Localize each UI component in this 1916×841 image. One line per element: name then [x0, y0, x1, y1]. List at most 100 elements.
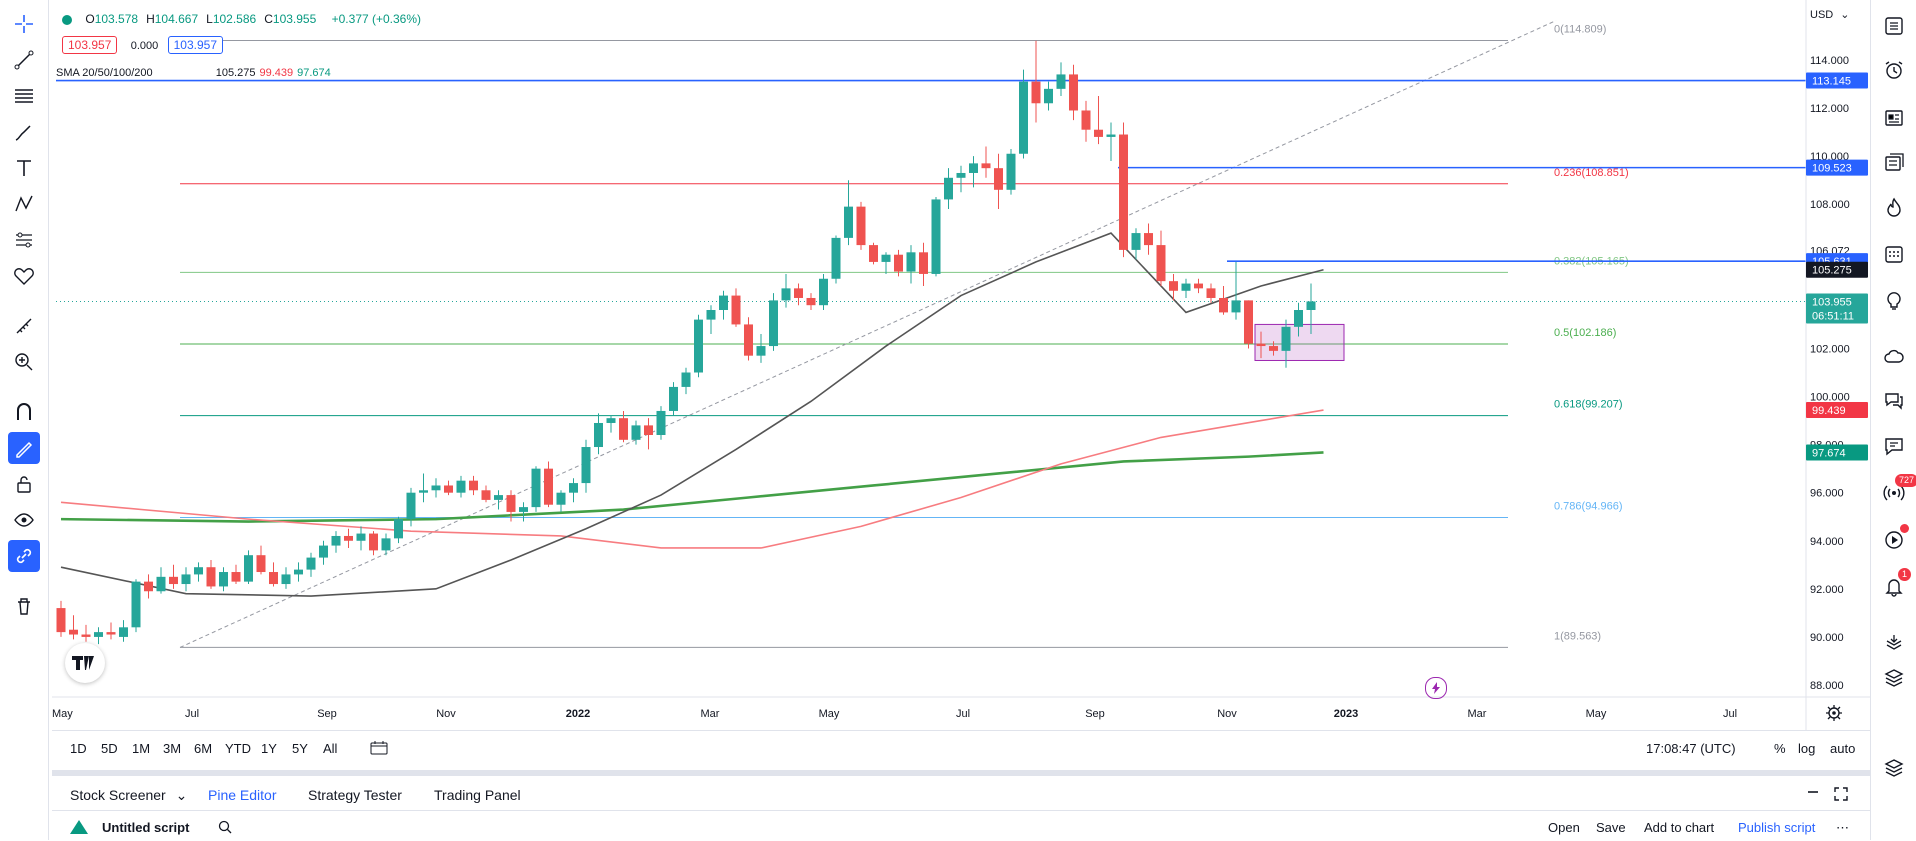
candle — [631, 420, 641, 445]
fib-level-label: 0.236(108.851) — [1554, 167, 1629, 179]
y-tick-label: 112.000 — [1810, 103, 1849, 115]
range-button-1m[interactable]: 1M — [132, 741, 151, 756]
chats-icon[interactable] — [1878, 384, 1910, 416]
date-range-calendar-icon[interactable] — [370, 741, 388, 758]
candle — [244, 550, 253, 585]
currency-label: USD — [1810, 9, 1834, 21]
axis-price-label: 105.275 — [1806, 261, 1868, 278]
add-to-chart-button[interactable]: Add to chart — [1644, 820, 1715, 835]
range-button-all[interactable]: All — [323, 741, 338, 756]
trend-line-tool-icon[interactable] — [8, 44, 40, 76]
range-button-3m[interactable]: 3M — [163, 741, 182, 756]
tradingview-logo[interactable] — [65, 643, 105, 683]
clock-time[interactable]: 17:08:47 (UTC) — [1646, 741, 1736, 756]
price-chart[interactable]: 0(114.809)0.236(108.851)0.382(105.165)0.… — [52, 0, 1870, 730]
open-button[interactable]: Open — [1548, 820, 1580, 835]
collapse-panel-icon[interactable] — [1806, 787, 1820, 803]
fib-retracement-tool-icon[interactable] — [8, 80, 40, 112]
zoom-in-icon[interactable] — [8, 346, 40, 378]
candle — [831, 235, 841, 284]
candle — [706, 305, 716, 335]
tab-strategy-tester[interactable]: Strategy Tester — [308, 787, 402, 803]
messages-icon[interactable] — [1878, 430, 1910, 462]
magnet-icon[interactable] — [8, 396, 40, 428]
save-button[interactable]: Save — [1596, 820, 1626, 835]
candle — [1294, 302, 1303, 337]
ruler-tool-icon[interactable] — [8, 310, 40, 342]
ideas-lightbulb-icon[interactable] — [1878, 284, 1910, 316]
range-button-ytd[interactable]: YTD — [225, 741, 251, 756]
news-icon[interactable] — [1878, 102, 1910, 134]
buy-price-button[interactable]: 103.957 — [167, 36, 223, 54]
layers-icon[interactable] — [1878, 662, 1910, 694]
percent-scale-toggle[interactable]: % — [1774, 741, 1786, 756]
notifications-bell-icon[interactable]: 1 — [1878, 568, 1912, 602]
auto-scale-toggle[interactable]: auto — [1830, 741, 1856, 756]
maximize-panel-icon[interactable] — [1834, 787, 1848, 804]
sma-legend-label: SMA 20/50/100/200 — [56, 67, 153, 79]
calendar-icon[interactable] — [1878, 238, 1910, 270]
bottom-panel-tabs: Stock Screener ⌄ Pine Editor Strategy Te… — [52, 770, 1870, 814]
watchlist-icon[interactable] — [1878, 10, 1910, 42]
alarm-clock-icon[interactable] — [1878, 54, 1910, 86]
candle — [1306, 283, 1316, 335]
layers-toggle-icon[interactable] — [1878, 752, 1910, 784]
tab-pine-editor[interactable]: Pine Editor — [208, 787, 277, 803]
icons-tool-heart-icon[interactable] — [8, 260, 40, 292]
stay-in-drawing-mode-icon[interactable] — [8, 432, 40, 464]
order-panel-icon[interactable] — [1878, 628, 1910, 660]
candle — [144, 574, 153, 599]
pattern-tool-icon[interactable] — [8, 188, 40, 220]
eye-icon[interactable] — [8, 504, 40, 536]
lightning-icon[interactable] — [1425, 677, 1447, 699]
x-tick-label: Nov — [1217, 708, 1237, 720]
log-scale-toggle[interactable]: log — [1798, 741, 1816, 756]
x-tick-label: Jul — [185, 708, 199, 720]
candle — [669, 382, 678, 416]
candle — [356, 526, 366, 551]
visibility-dot-icon[interactable] — [62, 14, 72, 25]
cloud-icon[interactable] — [1878, 340, 1910, 372]
brush-tool-icon[interactable] — [8, 116, 40, 148]
script-title[interactable]: Untitled script — [102, 820, 190, 835]
tab-trading-panel[interactable]: Trading Panel — [434, 787, 521, 803]
candle — [731, 288, 741, 327]
candle — [81, 624, 91, 642]
prediction-tool-icon[interactable] — [8, 224, 40, 256]
gear-icon[interactable] — [1825, 704, 1843, 727]
candle — [1094, 96, 1103, 145]
range-button-5d[interactable]: 5D — [101, 741, 118, 756]
candle — [119, 620, 128, 642]
publish-script-button[interactable]: Publish script — [1738, 820, 1816, 835]
search-icon[interactable] — [218, 820, 232, 837]
tab-label: Stock Screener — [70, 787, 166, 803]
candle — [319, 540, 328, 565]
more-options-icon[interactable]: ⋯ — [1836, 820, 1849, 835]
currency-selector[interactable]: USD ⌄ — [1810, 8, 1854, 21]
range-button-1y[interactable]: 1Y — [261, 741, 277, 756]
sell-price-button[interactable]: 103.957 — [62, 36, 118, 54]
link-icon[interactable] — [8, 540, 40, 572]
streams-icon[interactable]: 727 — [1878, 474, 1916, 508]
candle — [469, 475, 478, 496]
replay-icon[interactable] — [1878, 524, 1910, 556]
tab-stock-screener[interactable]: Stock Screener ⌄ — [70, 787, 187, 804]
hotlists-flame-icon[interactable] — [1878, 192, 1910, 224]
candle — [656, 406, 666, 440]
widget-toolbar: 727 1 — [1870, 0, 1916, 840]
sma-legend-value: 99.439 — [259, 67, 294, 79]
range-button-1d[interactable]: 1D — [70, 741, 87, 756]
chart-pane[interactable]: 0(114.809) 0.236(108.851) 0.382(105.165) 0.… — [52, 0, 1870, 730]
svg-text:109.523: 109.523 — [1812, 163, 1852, 175]
lock-icon[interactable] — [8, 468, 40, 500]
text-tool-icon[interactable] — [8, 152, 40, 184]
screener-icon[interactable] — [1878, 146, 1910, 178]
range-button-5y[interactable]: 5Y — [292, 741, 308, 756]
x-tick-label: Sep — [1085, 708, 1105, 720]
crosshair-tool-icon[interactable] — [8, 8, 40, 40]
candle — [944, 168, 953, 210]
trash-icon[interactable] — [8, 590, 40, 622]
range-button-6m[interactable]: 6M — [194, 741, 213, 756]
sma-legend[interactable]: SMA 20/50/100/200 105.275 99.439 97.674 — [56, 67, 339, 79]
candle — [1069, 64, 1078, 121]
